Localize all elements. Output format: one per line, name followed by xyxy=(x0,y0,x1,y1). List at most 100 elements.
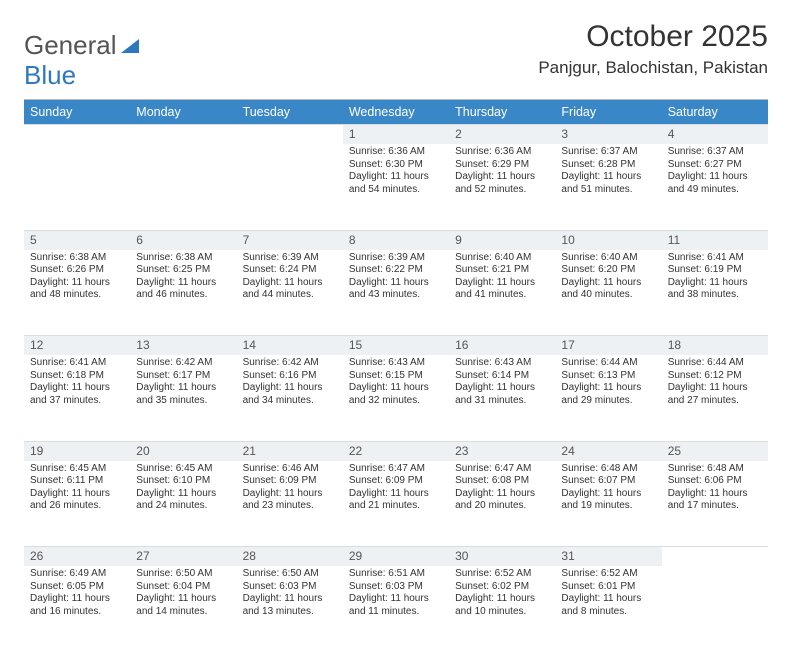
day-content-row: Sunrise: 6:45 AMSunset: 6:11 PMDaylight:… xyxy=(24,461,768,547)
day-details: Sunrise: 6:48 AMSunset: 6:06 PMDaylight:… xyxy=(668,463,762,513)
day-cell: Sunrise: 6:52 AMSunset: 6:02 PMDaylight:… xyxy=(449,566,555,652)
day-number: 1 xyxy=(343,125,449,145)
day-number: 29 xyxy=(343,547,449,567)
day-details: Sunrise: 6:40 AMSunset: 6:20 PMDaylight:… xyxy=(561,252,655,302)
day-number-row: 12131415161718 xyxy=(24,336,768,356)
empty-cell xyxy=(130,125,236,145)
day-cell: Sunrise: 6:42 AMSunset: 6:16 PMDaylight:… xyxy=(237,355,343,441)
day-details: Sunrise: 6:38 AMSunset: 6:25 PMDaylight:… xyxy=(136,252,230,302)
day-details: Sunrise: 6:44 AMSunset: 6:12 PMDaylight:… xyxy=(668,357,762,407)
day-cell: Sunrise: 6:44 AMSunset: 6:13 PMDaylight:… xyxy=(555,355,661,441)
day-number: 24 xyxy=(555,441,661,461)
empty-cell xyxy=(24,144,130,230)
weekday-header: Thursday xyxy=(449,100,555,125)
day-number: 27 xyxy=(130,547,236,567)
day-details: Sunrise: 6:42 AMSunset: 6:16 PMDaylight:… xyxy=(243,357,337,407)
day-cell: Sunrise: 6:36 AMSunset: 6:29 PMDaylight:… xyxy=(449,144,555,230)
day-details: Sunrise: 6:50 AMSunset: 6:04 PMDaylight:… xyxy=(136,568,230,618)
day-details: Sunrise: 6:40 AMSunset: 6:21 PMDaylight:… xyxy=(455,252,549,302)
day-content-row: Sunrise: 6:49 AMSunset: 6:05 PMDaylight:… xyxy=(24,566,768,652)
day-content-row: Sunrise: 6:41 AMSunset: 6:18 PMDaylight:… xyxy=(24,355,768,441)
weekday-header: Saturday xyxy=(662,100,768,125)
day-details: Sunrise: 6:47 AMSunset: 6:09 PMDaylight:… xyxy=(349,463,443,513)
day-details: Sunrise: 6:39 AMSunset: 6:22 PMDaylight:… xyxy=(349,252,443,302)
day-details: Sunrise: 6:50 AMSunset: 6:03 PMDaylight:… xyxy=(243,568,337,618)
logo: General xyxy=(24,20,139,61)
day-cell: Sunrise: 6:47 AMSunset: 6:09 PMDaylight:… xyxy=(343,461,449,547)
day-details: Sunrise: 6:36 AMSunset: 6:30 PMDaylight:… xyxy=(349,146,443,196)
logo-text-1: General xyxy=(24,30,117,61)
day-cell: Sunrise: 6:40 AMSunset: 6:20 PMDaylight:… xyxy=(555,250,661,336)
empty-cell xyxy=(662,547,768,567)
day-number: 4 xyxy=(662,125,768,145)
day-details: Sunrise: 6:44 AMSunset: 6:13 PMDaylight:… xyxy=(561,357,655,407)
day-content-row: Sunrise: 6:38 AMSunset: 6:26 PMDaylight:… xyxy=(24,250,768,336)
day-cell: Sunrise: 6:49 AMSunset: 6:05 PMDaylight:… xyxy=(24,566,130,652)
day-cell: Sunrise: 6:36 AMSunset: 6:30 PMDaylight:… xyxy=(343,144,449,230)
month-title: October 2025 xyxy=(538,20,768,54)
day-number: 14 xyxy=(237,336,343,356)
day-details: Sunrise: 6:49 AMSunset: 6:05 PMDaylight:… xyxy=(30,568,124,618)
day-cell: Sunrise: 6:39 AMSunset: 6:22 PMDaylight:… xyxy=(343,250,449,336)
day-cell: Sunrise: 6:48 AMSunset: 6:06 PMDaylight:… xyxy=(662,461,768,547)
weekday-header: Wednesday xyxy=(343,100,449,125)
day-number: 31 xyxy=(555,547,661,567)
day-number: 21 xyxy=(237,441,343,461)
day-cell: Sunrise: 6:50 AMSunset: 6:04 PMDaylight:… xyxy=(130,566,236,652)
day-cell: Sunrise: 6:46 AMSunset: 6:09 PMDaylight:… xyxy=(237,461,343,547)
day-cell: Sunrise: 6:51 AMSunset: 6:03 PMDaylight:… xyxy=(343,566,449,652)
day-number: 26 xyxy=(24,547,130,567)
day-number: 9 xyxy=(449,230,555,250)
day-content-row: Sunrise: 6:36 AMSunset: 6:30 PMDaylight:… xyxy=(24,144,768,230)
day-number-row: 1234 xyxy=(24,125,768,145)
weekday-header-row: SundayMondayTuesdayWednesdayThursdayFrid… xyxy=(24,100,768,125)
empty-cell xyxy=(662,566,768,652)
day-number: 12 xyxy=(24,336,130,356)
day-cell: Sunrise: 6:38 AMSunset: 6:25 PMDaylight:… xyxy=(130,250,236,336)
day-cell: Sunrise: 6:50 AMSunset: 6:03 PMDaylight:… xyxy=(237,566,343,652)
day-number: 3 xyxy=(555,125,661,145)
day-cell: Sunrise: 6:48 AMSunset: 6:07 PMDaylight:… xyxy=(555,461,661,547)
calendar-table: SundayMondayTuesdayWednesdayThursdayFrid… xyxy=(24,100,768,652)
day-details: Sunrise: 6:52 AMSunset: 6:02 PMDaylight:… xyxy=(455,568,549,618)
day-number: 19 xyxy=(24,441,130,461)
day-details: Sunrise: 6:47 AMSunset: 6:08 PMDaylight:… xyxy=(455,463,549,513)
day-number: 6 xyxy=(130,230,236,250)
weekday-header: Monday xyxy=(130,100,236,125)
day-details: Sunrise: 6:38 AMSunset: 6:26 PMDaylight:… xyxy=(30,252,124,302)
day-details: Sunrise: 6:41 AMSunset: 6:19 PMDaylight:… xyxy=(668,252,762,302)
day-details: Sunrise: 6:39 AMSunset: 6:24 PMDaylight:… xyxy=(243,252,337,302)
day-details: Sunrise: 6:43 AMSunset: 6:15 PMDaylight:… xyxy=(349,357,443,407)
day-number: 16 xyxy=(449,336,555,356)
day-cell: Sunrise: 6:42 AMSunset: 6:17 PMDaylight:… xyxy=(130,355,236,441)
day-cell: Sunrise: 6:37 AMSunset: 6:28 PMDaylight:… xyxy=(555,144,661,230)
day-number: 17 xyxy=(555,336,661,356)
day-details: Sunrise: 6:41 AMSunset: 6:18 PMDaylight:… xyxy=(30,357,124,407)
day-details: Sunrise: 6:46 AMSunset: 6:09 PMDaylight:… xyxy=(243,463,337,513)
title-block: October 2025 Panjgur, Balochistan, Pakis… xyxy=(538,20,768,78)
day-number: 25 xyxy=(662,441,768,461)
day-number: 2 xyxy=(449,125,555,145)
day-details: Sunrise: 6:52 AMSunset: 6:01 PMDaylight:… xyxy=(561,568,655,618)
day-number-row: 567891011 xyxy=(24,230,768,250)
day-number: 7 xyxy=(237,230,343,250)
day-cell: Sunrise: 6:45 AMSunset: 6:11 PMDaylight:… xyxy=(24,461,130,547)
day-cell: Sunrise: 6:43 AMSunset: 6:14 PMDaylight:… xyxy=(449,355,555,441)
day-number-row: 262728293031 xyxy=(24,547,768,567)
day-details: Sunrise: 6:48 AMSunset: 6:07 PMDaylight:… xyxy=(561,463,655,513)
empty-cell xyxy=(24,125,130,145)
day-number: 28 xyxy=(237,547,343,567)
day-details: Sunrise: 6:36 AMSunset: 6:29 PMDaylight:… xyxy=(455,146,549,196)
day-cell: Sunrise: 6:45 AMSunset: 6:10 PMDaylight:… xyxy=(130,461,236,547)
day-details: Sunrise: 6:51 AMSunset: 6:03 PMDaylight:… xyxy=(349,568,443,618)
location: Panjgur, Balochistan, Pakistan xyxy=(538,58,768,78)
day-number: 18 xyxy=(662,336,768,356)
day-cell: Sunrise: 6:44 AMSunset: 6:12 PMDaylight:… xyxy=(662,355,768,441)
day-number: 13 xyxy=(130,336,236,356)
day-details: Sunrise: 6:37 AMSunset: 6:27 PMDaylight:… xyxy=(668,146,762,196)
day-cell: Sunrise: 6:41 AMSunset: 6:19 PMDaylight:… xyxy=(662,250,768,336)
logo-triangle-icon xyxy=(121,39,139,53)
weekday-header: Sunday xyxy=(24,100,130,125)
empty-cell xyxy=(237,144,343,230)
day-number: 20 xyxy=(130,441,236,461)
